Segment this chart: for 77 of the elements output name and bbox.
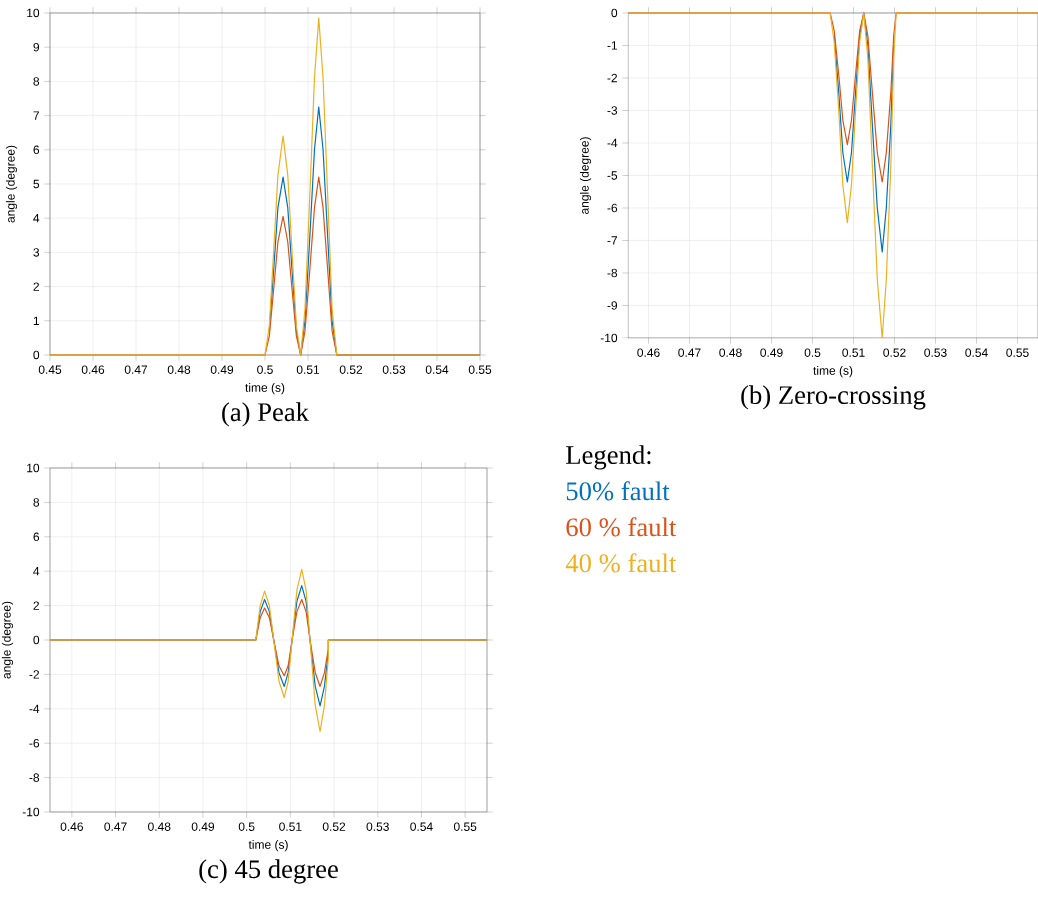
x-tick-label: 0.46 <box>637 348 660 357</box>
y-tick-label: 8 <box>33 77 40 86</box>
text: (a) Peak <box>222 402 310 427</box>
y-tick-label: 7 <box>33 111 39 120</box>
y-tick-label: -2 <box>29 670 39 679</box>
x-tick-label: 0.54 <box>410 822 433 831</box>
x-axis-title: time (s) <box>245 383 285 395</box>
y-tick-label: 10 <box>27 463 40 473</box>
y-tick-label: -10 <box>22 807 40 817</box>
y-tick-label: 5 <box>33 179 40 189</box>
text: (c) 45 degree <box>199 859 338 884</box>
y-tick-label: 4 <box>33 567 40 576</box>
y-tick-label: -6 <box>607 203 618 213</box>
x-tick-label: 0.54 <box>425 365 449 374</box>
y-tick-label: 6 <box>33 532 40 542</box>
y-tick-label: -1 <box>607 41 618 50</box>
x-tick-label: 0.5 <box>238 822 255 831</box>
x-tick-label: 0.45 <box>38 365 62 374</box>
legend-title: Legend: <box>566 445 651 470</box>
y-tick-label: -4 <box>607 138 618 148</box>
x-tick-label: 0.5 <box>257 365 273 374</box>
x-tick-label: 0.47 <box>124 365 148 374</box>
x-tick-label: 0.55 <box>1006 348 1029 357</box>
y-tick-label: 0 <box>611 8 618 18</box>
x-tick-label: 0.48 <box>148 822 171 831</box>
y-tick-label: 8 <box>33 498 40 507</box>
y-tick-label: -9 <box>607 301 618 310</box>
y-tick-label: -4 <box>29 704 40 713</box>
text: (b) Zero-crossing <box>741 385 926 410</box>
y-tick-label: -7 <box>607 236 617 245</box>
text: 40 % fault <box>565 553 677 573</box>
x-tick-label: 0.51 <box>279 822 302 831</box>
y-tick-label: 2 <box>33 282 39 291</box>
x-tick-label: 0.48 <box>167 365 191 374</box>
x-tick-label: 0.52 <box>883 348 906 357</box>
x-tick-label: 0.54 <box>965 348 988 357</box>
y-tick-label: 10 <box>27 8 40 18</box>
x-tick-label: 0.47 <box>104 822 127 831</box>
x-tick-label: 0.49 <box>210 365 234 374</box>
y-tick-label: 2 <box>33 601 39 610</box>
x-axis-title: time (s) <box>813 366 853 378</box>
y-tick-label: -6 <box>29 738 40 748</box>
x-tick-label: 0.55 <box>468 365 492 374</box>
x-tick-label: 0.5 <box>804 348 821 357</box>
text: 60 % fault <box>566 517 677 537</box>
y-axis-title: angle (degree) <box>579 137 592 215</box>
y-tick-label: -8 <box>607 268 618 278</box>
x-tick-label: 0.46 <box>60 822 83 831</box>
y-tick-label: -10 <box>600 333 618 343</box>
y-tick-label: 3 <box>33 248 40 257</box>
x-tick-label: 0.46 <box>81 365 105 374</box>
x-tick-label: 0.47 <box>678 348 701 357</box>
x-tick-label: 0.51 <box>842 348 865 357</box>
x-tick-label: 0.55 <box>453 822 477 831</box>
text: 50% fault <box>566 481 670 501</box>
x-tick-label: 0.52 <box>339 365 363 374</box>
x-tick-label: 0.48 <box>719 348 742 357</box>
x-tick-label: 0.53 <box>382 365 406 374</box>
y-tick-label: -8 <box>29 773 40 782</box>
y-tick-label: 9 <box>33 42 40 52</box>
x-tick-label: 0.52 <box>322 822 346 831</box>
y-tick-label: 1 <box>33 316 40 325</box>
x-tick-label: 0.51 <box>296 365 320 374</box>
x-axis-title: time (s) <box>248 840 288 852</box>
x-tick-label: 0.49 <box>760 348 783 357</box>
y-axis-title: angle (degree) <box>5 145 18 223</box>
y-tick-label: 0 <box>33 635 40 645</box>
x-tick-label: 0.53 <box>366 822 389 831</box>
y-tick-label: 0 <box>33 350 40 360</box>
y-axis-title: angle (degree) <box>1 601 14 679</box>
y-tick-label: -3 <box>607 106 618 115</box>
y-tick-label: 6 <box>33 145 40 155</box>
x-tick-label: 0.53 <box>924 348 947 357</box>
y-tick-label: -2 <box>607 73 617 83</box>
y-tick-label: -5 <box>607 171 618 180</box>
y-tick-label: 4 <box>33 214 40 223</box>
x-tick-label: 0.49 <box>191 822 215 831</box>
